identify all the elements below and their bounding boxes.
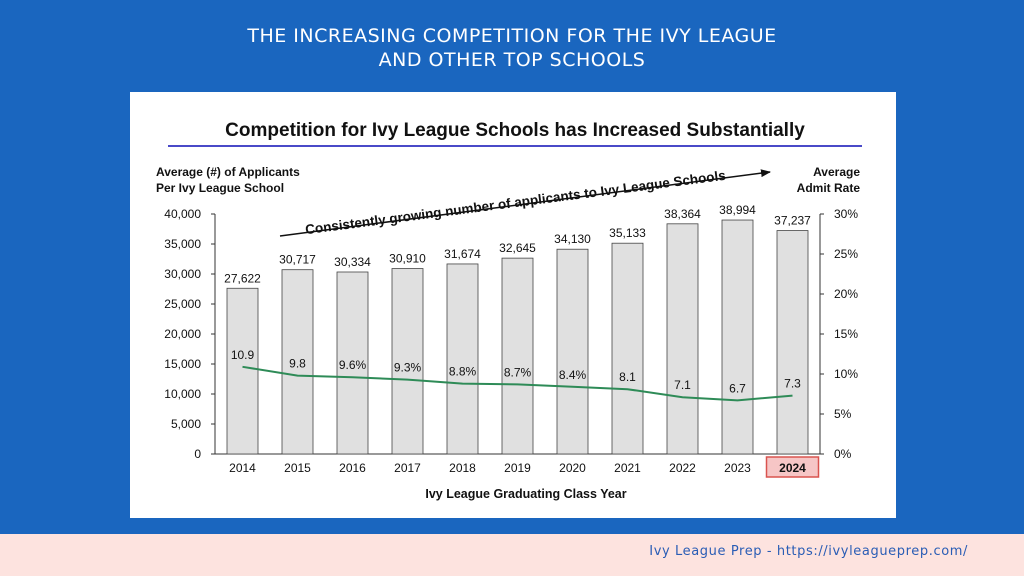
right-tick-label: 25%: [834, 247, 858, 261]
left-tick-label: 25,000: [164, 297, 201, 311]
chart: Competition for Ivy League Schools has I…: [156, 120, 862, 501]
bar: [226, 287, 259, 455]
left-axis-label-line-2: Per Ivy League School: [156, 181, 284, 195]
admit-rate-label: 10.9: [231, 348, 255, 362]
left-tick-label: 30,000: [164, 267, 201, 281]
admit-rate-label: 9.6%: [339, 358, 367, 372]
x-tick-label: 2014: [229, 461, 256, 475]
slide-title-line-2: AND OTHER TOP SCHOOLS: [378, 49, 646, 71]
bar-value-label: 38,364: [664, 207, 701, 221]
admit-rate-label: 7.3: [784, 377, 801, 391]
left-axis-label-line-1: Average (#) of Applicants: [156, 165, 300, 179]
admit-rate-label: 8.7%: [504, 365, 532, 379]
bar-value-label: 38,994: [719, 203, 756, 217]
bar: [446, 263, 479, 455]
admit-rate-label: 6.7: [729, 381, 746, 395]
x-axis-label: Ivy League Graduating Class Year: [425, 487, 626, 501]
bar-value-label: 37,237: [774, 214, 811, 228]
admit-rate-label: 8.4%: [559, 368, 587, 382]
bar-value-label: 32,645: [499, 241, 536, 255]
right-axis-label-line-1: Average: [813, 165, 860, 179]
annotation-arrow: [279, 169, 771, 237]
x-tick-label-highlighted: 2024: [779, 461, 806, 475]
slide-title-line-1: THE INCREASING COMPETITION FOR THE IVY L…: [247, 25, 777, 47]
x-tick-label: 2018: [449, 461, 476, 475]
chart-panel: Competition for Ivy League Schools has I…: [130, 92, 896, 518]
annotation-text: Consistently growing number of applicant…: [304, 168, 726, 237]
left-tick-label: 5,000: [171, 417, 201, 431]
bar-value-label: 31,674: [444, 247, 481, 261]
x-tick-label: 2015: [284, 461, 311, 475]
left-tick-label: 40,000: [164, 207, 201, 221]
x-tick-label: 2021: [614, 461, 641, 475]
left-tick-label: 20,000: [164, 327, 201, 341]
admit-rate-label: 7.1: [674, 378, 691, 392]
footer-link[interactable]: Ivy League Prep - https://ivyleagueprep.…: [649, 544, 968, 559]
right-tick-label: 15%: [834, 327, 858, 341]
admit-rate-label: 9.8: [289, 357, 306, 371]
x-tick-label: 2016: [339, 461, 366, 475]
bar-value-label: 30,910: [389, 252, 426, 266]
right-tick-label: 10%: [834, 367, 858, 381]
x-tick-label: 2023: [724, 461, 751, 475]
bar-value-label: 27,622: [224, 271, 261, 285]
bar: [336, 271, 369, 455]
x-tick-label: 2020: [559, 461, 586, 475]
right-tick-label: 20%: [834, 287, 858, 301]
x-tick-label: 2019: [504, 461, 531, 475]
bar: [501, 257, 534, 455]
bar: [776, 230, 809, 455]
admit-rate-label: 9.3%: [394, 361, 422, 375]
right-tick-label: 5%: [834, 407, 852, 421]
bar-value-label: 34,130: [554, 232, 591, 246]
chart-title: Competition for Ivy League Schools has I…: [225, 120, 805, 141]
left-tick-label: 10,000: [164, 387, 201, 401]
left-tick-label: 15,000: [164, 357, 201, 371]
left-tick-label: 35,000: [164, 237, 201, 251]
bar-value-label: 35,133: [609, 226, 646, 240]
bar-value-label: 30,334: [334, 255, 371, 269]
admit-rate-label: 8.1: [619, 370, 636, 384]
plot-area: 0 5,000 10,000 15,000 20,000 25,000 30,000 35,0…: [164, 203, 858, 478]
slide-title: THE INCREASING COMPETITION FOR THE IVY L…: [0, 24, 1024, 72]
x-tick-label: 2017: [394, 461, 421, 475]
right-tick-label: 0%: [834, 447, 852, 461]
footer-bar: Ivy League Prep - https://ivyleagueprep.…: [0, 534, 1024, 576]
highlight-box: [765, 456, 820, 478]
bar: [391, 268, 424, 455]
x-tick-label: 2022: [669, 461, 696, 475]
left-tick-label: 0: [194, 447, 201, 461]
bar: [611, 242, 644, 455]
admit-rate-label: 8.8%: [449, 365, 477, 379]
bar-value-label: 30,717: [279, 253, 316, 267]
bar: [721, 219, 754, 455]
right-axis-label-line-2: Admit Rate: [797, 181, 861, 195]
right-tick-label: 30%: [834, 207, 858, 221]
bar: [556, 248, 589, 455]
bar: [281, 269, 314, 455]
admit-rate-line: [242, 365, 793, 402]
bar: [666, 223, 699, 455]
